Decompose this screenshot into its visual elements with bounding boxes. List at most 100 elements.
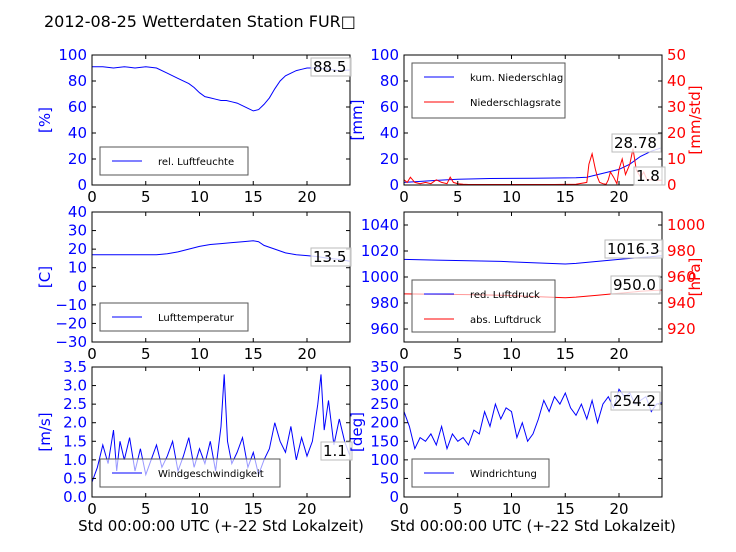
x-tick-label: 5 bbox=[453, 345, 463, 363]
y-tick-label: 20 bbox=[68, 150, 87, 168]
value-annotation-box bbox=[320, 441, 353, 461]
plot-frame bbox=[91, 366, 351, 498]
value-annotation-box bbox=[604, 239, 664, 259]
y-tick-label: 1020 bbox=[361, 242, 399, 260]
value-annotation-box bbox=[310, 247, 352, 267]
x-axis-label: Std 00:00:00 UTC (+-22 Std Lokalzeit) bbox=[390, 517, 676, 535]
y2-tick-label: 1000 bbox=[667, 216, 705, 234]
plot-frame bbox=[91, 211, 351, 343]
x-tick-label: 15 bbox=[244, 188, 263, 206]
x-tick-label: 15 bbox=[556, 188, 575, 206]
value-annotation-box bbox=[310, 57, 352, 77]
y-tick-label: 3.5 bbox=[63, 358, 87, 376]
y-tick-label: 0 bbox=[389, 488, 399, 506]
y2-tick-label: 20 bbox=[667, 124, 686, 142]
y-tick-label: 150 bbox=[370, 432, 399, 450]
y2-tick-label: 40 bbox=[667, 72, 686, 90]
value-annotation-box bbox=[611, 133, 662, 153]
legend-label: abs. Luftdruck bbox=[470, 315, 541, 326]
x-tick-label: 20 bbox=[297, 188, 316, 206]
y-tick-label: 60 bbox=[68, 98, 87, 116]
value-annotation: 254.2 bbox=[613, 392, 656, 410]
x-tick-label: 0 bbox=[87, 345, 97, 363]
x-tick-label: 0 bbox=[399, 500, 409, 518]
x-tick-label: 5 bbox=[141, 500, 151, 518]
legend-label: Windrichtung bbox=[470, 469, 537, 480]
y-tick-label: 1040 bbox=[361, 216, 399, 234]
series-line-precipitation-1 bbox=[404, 148, 662, 185]
x-tick-label: 20 bbox=[609, 500, 628, 518]
x-tick-label: 15 bbox=[244, 345, 263, 363]
value-annotation: 28.78 bbox=[614, 134, 657, 152]
y-tick-label: 0 bbox=[77, 277, 87, 295]
value-annotation: 1.1 bbox=[323, 442, 347, 460]
legend-box bbox=[411, 279, 556, 333]
value-annotation: 13.5 bbox=[313, 248, 346, 266]
legend-label: rel. Luftfeuchte bbox=[158, 157, 234, 168]
y-tick-label: 1.0 bbox=[63, 451, 87, 469]
value-annotation: 1.8 bbox=[636, 167, 660, 185]
y2-axis-label: [mm/std] bbox=[686, 85, 704, 154]
y-axis-label: [mm] bbox=[348, 100, 366, 141]
x-tick-label: 0 bbox=[87, 500, 97, 518]
y2-tick-label: 10 bbox=[667, 150, 686, 168]
y-tick-label: −20 bbox=[55, 314, 87, 332]
x-tick-label: 5 bbox=[453, 500, 463, 518]
legend-label: red. Luftdruck bbox=[470, 290, 540, 301]
y2-tick-label: 940 bbox=[667, 294, 696, 312]
series-line-wind-speed-0 bbox=[92, 374, 350, 483]
value-annotation-box bbox=[610, 391, 661, 411]
y-tick-label: 1000 bbox=[361, 268, 399, 286]
y-tick-label: 100 bbox=[58, 46, 87, 64]
x-tick-label: 10 bbox=[502, 345, 521, 363]
y-tick-label: 0.5 bbox=[63, 469, 87, 487]
y-tick-label: 30 bbox=[68, 222, 87, 240]
y-tick-label: 1.5 bbox=[63, 432, 87, 450]
y-tick-label: 200 bbox=[370, 414, 399, 432]
y-tick-label: 960 bbox=[370, 320, 399, 338]
plot-frame bbox=[403, 366, 663, 498]
x-tick-label: 20 bbox=[297, 500, 316, 518]
series-line-precipitation-0 bbox=[404, 147, 662, 183]
y-axis-label: [deg] bbox=[348, 412, 366, 452]
y-tick-label: 20 bbox=[68, 240, 87, 258]
y-tick-label: 0 bbox=[389, 176, 399, 194]
y2-tick-label: 980 bbox=[667, 242, 696, 260]
chart-precipitation: 0 5 10 15 20 0 20 40 60 80 100 0 10 20 30 40 50 [mm] [mm/s… bbox=[348, 46, 704, 206]
legend-label: kum. Niederschlag bbox=[470, 73, 563, 84]
chart-humidity: 0 5 10 15 20 0 20 40 60 80 100 [%] rel. Luftfeuchte 8… bbox=[36, 46, 352, 206]
plot-frame bbox=[403, 54, 663, 186]
series-line-humidity-0 bbox=[92, 66, 350, 112]
legend-label: Windgeschwindigkeit bbox=[158, 469, 264, 480]
y-tick-label: 0 bbox=[77, 176, 87, 194]
value-annotation: 88.5 bbox=[313, 58, 346, 76]
y-tick-label: 100 bbox=[370, 46, 399, 64]
x-tick-label: 10 bbox=[190, 500, 209, 518]
plot-frame bbox=[91, 54, 351, 186]
y-tick-label: 20 bbox=[380, 150, 399, 168]
y-tick-label: 2.5 bbox=[63, 395, 87, 413]
y-axis-label: [C] bbox=[36, 266, 54, 288]
x-tick-label: 10 bbox=[502, 500, 521, 518]
x-tick-label: 10 bbox=[190, 345, 209, 363]
value-annotation-box bbox=[633, 166, 666, 186]
x-tick-label: 10 bbox=[190, 188, 209, 206]
figure-title: 2012-08-25 Wetterdaten Station FUR□ bbox=[44, 12, 356, 31]
y-tick-label: 2.0 bbox=[63, 414, 87, 432]
x-tick-label: 15 bbox=[556, 345, 575, 363]
x-tick-label: 5 bbox=[141, 345, 151, 363]
y-tick-label: −30 bbox=[55, 333, 87, 351]
y-axis-label: [%] bbox=[36, 107, 54, 133]
y-tick-label: 40 bbox=[68, 203, 87, 221]
series-line-pressure-0 bbox=[404, 255, 662, 265]
x-tick-label: 5 bbox=[141, 188, 151, 206]
legend-label: Niederschlagsrate bbox=[470, 98, 561, 109]
y2-tick-label: 0 bbox=[667, 176, 677, 194]
y-tick-label: 60 bbox=[380, 98, 399, 116]
x-tick-label: 20 bbox=[609, 345, 628, 363]
x-tick-label: 15 bbox=[244, 500, 263, 518]
y-tick-label: 40 bbox=[68, 124, 87, 142]
